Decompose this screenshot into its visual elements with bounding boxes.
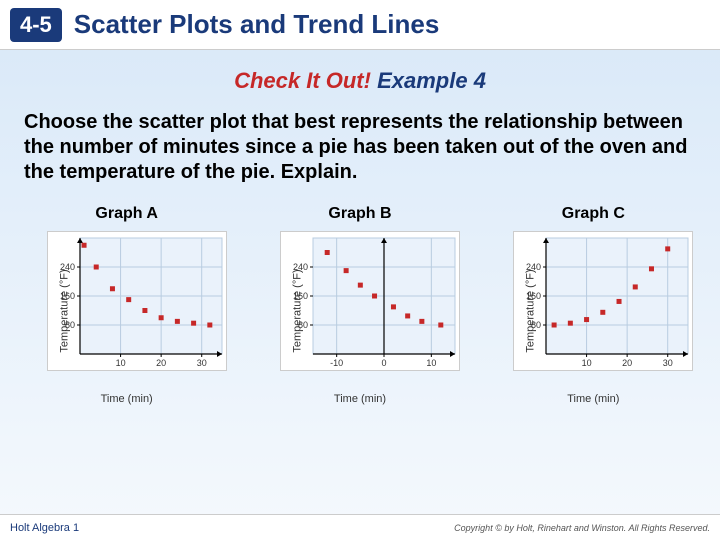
graph-a-xlabel: Time (min) bbox=[101, 393, 153, 405]
graph-c-ylabel: Temperature (°F) bbox=[525, 269, 537, 352]
svg-text:30: 30 bbox=[663, 358, 673, 368]
header-bar: 4-5 Scatter Plots and Trend Lines bbox=[0, 0, 720, 50]
svg-text:10: 10 bbox=[426, 358, 436, 368]
graph-c-wrap: Temperature (°F) 80160240102030 bbox=[493, 231, 693, 391]
graph-b-xlabel: Time (min) bbox=[334, 393, 386, 405]
graph-a-label: Graph A bbox=[95, 205, 158, 223]
graph-b-label: Graph B bbox=[328, 205, 391, 223]
prompt-text: Choose the scatter plot that best repres… bbox=[24, 110, 696, 185]
subtitle-red: Check It Out! bbox=[234, 68, 371, 93]
graph-b-chart: 80160240-10010 bbox=[280, 231, 460, 371]
graph-c-col: Graph C Temperature (°F) 80160240102030 … bbox=[483, 205, 703, 405]
svg-text:0: 0 bbox=[381, 358, 386, 368]
graph-a-col: Graph A Temperature (°F) 80160240102030 … bbox=[17, 205, 237, 405]
page-title: Scatter Plots and Trend Lines bbox=[74, 9, 440, 40]
subtitle-blue: Example 4 bbox=[377, 68, 486, 93]
svg-text:-10: -10 bbox=[330, 358, 343, 368]
subtitle: Check It Out! Example 4 bbox=[0, 68, 720, 94]
svg-text:20: 20 bbox=[156, 358, 166, 368]
graph-c-label: Graph C bbox=[562, 205, 625, 223]
graph-c-xlabel: Time (min) bbox=[567, 393, 619, 405]
footer-left: Holt Algebra 1 bbox=[10, 522, 79, 534]
graphs-row: Graph A Temperature (°F) 80160240102030 … bbox=[0, 205, 720, 405]
svg-text:20: 20 bbox=[622, 358, 632, 368]
graph-b-col: Graph B Temperature (°F) 80160240-10010 … bbox=[250, 205, 470, 405]
lesson-badge: 4-5 bbox=[10, 8, 62, 42]
footer-copyright: Copyright © by Holt, Rinehart and Winsto… bbox=[454, 523, 710, 533]
footer: Holt Algebra 1 Copyright © by Holt, Rine… bbox=[0, 514, 720, 540]
svg-text:10: 10 bbox=[115, 358, 125, 368]
svg-text:10: 10 bbox=[582, 358, 592, 368]
graph-b-wrap: Temperature (°F) 80160240-10010 bbox=[260, 231, 460, 391]
graph-a-wrap: Temperature (°F) 80160240102030 bbox=[27, 231, 227, 391]
graph-a-chart: 80160240102030 bbox=[47, 231, 227, 371]
graph-a-ylabel: Temperature (°F) bbox=[58, 269, 70, 352]
svg-text:30: 30 bbox=[196, 358, 206, 368]
graph-c-chart: 80160240102030 bbox=[513, 231, 693, 371]
graph-b-ylabel: Temperature (°F) bbox=[292, 269, 304, 352]
